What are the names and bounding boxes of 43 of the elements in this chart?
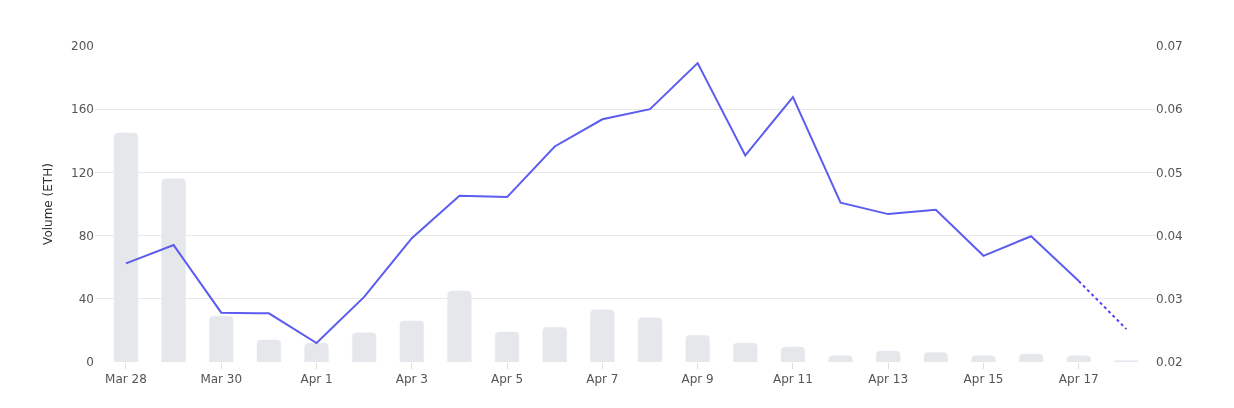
x-tick-label: Apr 9	[681, 372, 714, 387]
y-tick-label: 120	[71, 165, 94, 180]
x-tick-label: Mar 30	[200, 372, 243, 387]
bar	[971, 355, 996, 362]
x-tick-label: Mar 28	[105, 372, 147, 387]
bar	[304, 342, 329, 362]
bar	[542, 326, 567, 362]
bar	[876, 350, 901, 362]
bar	[256, 339, 282, 362]
y-tick-label: 80	[78, 228, 94, 243]
x-tick-label: Apr 15	[963, 372, 1004, 387]
y2-tick-label: 0.02	[1156, 355, 1183, 370]
bar	[494, 331, 520, 362]
y-tick-label: 200	[71, 39, 94, 54]
y2-tick-label: 0.03	[1156, 292, 1183, 306]
x-tick-label: Apr 11	[773, 372, 813, 387]
bar	[399, 320, 424, 362]
y2-tick-label: 0.06	[1156, 102, 1183, 117]
y-tick-label: 0	[86, 355, 94, 370]
x-tick-label: Apr 17	[1058, 372, 1099, 387]
y-tick-label: 40	[78, 292, 94, 306]
bar	[828, 355, 853, 362]
x-tick-label: Apr 3	[395, 372, 428, 387]
x-tick-label: Apr 1	[300, 372, 333, 387]
x-tick-label: Apr 7	[586, 372, 619, 387]
bar	[733, 342, 758, 362]
x-tick-label: Apr 13	[868, 372, 909, 387]
line-series	[124, 62, 1080, 345]
bar	[352, 332, 377, 362]
bar	[780, 346, 806, 362]
y-axis-title: Volume (ETH)	[41, 163, 56, 245]
bar	[923, 352, 949, 362]
bar	[209, 315, 234, 362]
bar	[590, 309, 615, 362]
bar	[1018, 353, 1044, 362]
bar	[685, 334, 710, 362]
y-tick-label: 160	[71, 102, 94, 117]
y2-tick-label: 0.07	[1156, 39, 1183, 54]
y2-tick-label: 0.04	[1156, 228, 1183, 243]
y2-tick-label: 0.05	[1156, 165, 1183, 180]
bar	[1066, 355, 1091, 362]
bar	[637, 317, 663, 362]
x-tick-label: Apr 5	[490, 372, 524, 387]
